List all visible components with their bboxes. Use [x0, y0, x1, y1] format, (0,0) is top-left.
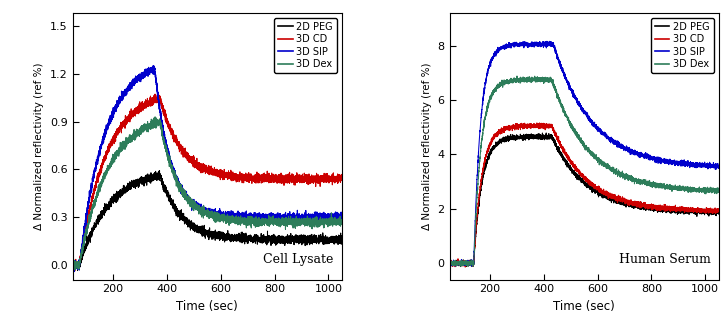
3D SIP — [68, 263, 77, 267]
2D PEG — [542, 131, 550, 135]
Line: 2D PEG: 2D PEG — [73, 171, 342, 271]
3D CD — [70, 269, 79, 273]
2D PEG — [456, 265, 465, 268]
3D Dex — [513, 74, 521, 78]
3D SIP — [542, 39, 551, 43]
3D CD — [574, 167, 582, 171]
3D SIP — [445, 262, 454, 266]
3D CD — [641, 204, 650, 208]
Line: 3D SIP: 3D SIP — [449, 41, 719, 266]
2D PEG — [184, 222, 192, 226]
2D PEG — [196, 226, 205, 230]
Y-axis label: Δ Normalized reflectivity (ref %): Δ Normalized reflectivity (ref %) — [422, 62, 432, 230]
3D SIP — [693, 162, 701, 166]
Line: 3D Dex: 3D Dex — [449, 76, 719, 266]
3D CD — [693, 209, 701, 213]
Line: 3D SIP: 3D SIP — [73, 66, 342, 272]
3D Dex — [68, 261, 77, 265]
3D Dex — [464, 264, 473, 268]
2D PEG — [316, 238, 325, 242]
2D PEG — [560, 159, 569, 163]
3D CD — [196, 165, 205, 169]
3D Dex — [184, 198, 192, 202]
2D PEG — [574, 176, 582, 180]
2D PEG — [330, 241, 338, 245]
2D PEG — [182, 221, 190, 225]
2D PEG — [558, 154, 567, 158]
Text: Human Serum: Human Serum — [619, 253, 711, 266]
3D Dex — [445, 259, 454, 263]
3D CD — [445, 261, 454, 265]
3D CD — [560, 151, 569, 155]
3D CD — [184, 154, 192, 158]
3D Dex — [70, 268, 79, 272]
3D CD — [316, 179, 325, 183]
2D PEG — [706, 210, 715, 214]
3D CD — [533, 121, 542, 125]
3D SIP — [467, 264, 476, 268]
Line: 3D Dex: 3D Dex — [73, 117, 342, 270]
3D Dex — [693, 189, 701, 193]
3D SIP — [560, 74, 569, 78]
2D PEG — [714, 212, 723, 216]
Line: 3D CD: 3D CD — [73, 94, 342, 271]
3D Dex — [316, 220, 325, 224]
3D SIP — [70, 270, 78, 274]
3D SIP — [149, 64, 158, 68]
X-axis label: Time (sec): Time (sec) — [553, 300, 615, 313]
3D SIP — [338, 217, 346, 221]
3D SIP — [641, 154, 650, 158]
3D CD — [68, 265, 77, 269]
3D SIP — [264, 214, 273, 218]
3D Dex — [574, 132, 582, 136]
3D Dex — [560, 110, 569, 114]
3D SIP — [714, 164, 723, 168]
3D SIP — [182, 192, 190, 196]
2D PEG — [641, 208, 650, 212]
3D SIP — [330, 215, 338, 219]
2D PEG — [693, 207, 701, 211]
2D PEG — [338, 237, 346, 241]
3D Dex — [706, 186, 715, 190]
3D SIP — [558, 70, 567, 74]
3D CD — [714, 208, 723, 212]
3D SIP — [706, 162, 715, 166]
2D PEG — [73, 269, 82, 273]
3D SIP — [196, 209, 205, 213]
3D CD — [338, 173, 346, 176]
3D CD — [461, 265, 470, 269]
3D CD — [264, 177, 273, 181]
Text: Cell Lysate: Cell Lysate — [264, 253, 334, 266]
Legend: 2D PEG, 3D CD, 3D SIP, 3D Dex: 2D PEG, 3D CD, 3D SIP, 3D Dex — [651, 18, 714, 73]
3D CD — [154, 92, 163, 96]
2D PEG — [264, 240, 273, 243]
2D PEG — [68, 262, 77, 266]
3D SIP — [316, 217, 325, 221]
Text: A: A — [46, 0, 60, 2]
X-axis label: Time (sec): Time (sec) — [176, 300, 238, 313]
3D Dex — [196, 209, 205, 213]
3D CD — [330, 178, 338, 182]
Legend: 2D PEG, 3D CD, 3D SIP, 3D Dex: 2D PEG, 3D CD, 3D SIP, 3D Dex — [274, 18, 337, 73]
Line: 2D PEG: 2D PEG — [449, 133, 719, 266]
3D CD — [558, 146, 567, 150]
Line: 3D CD: 3D CD — [449, 123, 719, 267]
2D PEG — [155, 169, 164, 173]
Text: B: B — [423, 0, 436, 2]
3D Dex — [330, 221, 338, 225]
Y-axis label: Δ Normalized reflectivity (ref %): Δ Normalized reflectivity (ref %) — [34, 62, 44, 230]
3D Dex — [264, 218, 273, 222]
3D Dex — [151, 115, 160, 119]
3D Dex — [641, 182, 650, 186]
2D PEG — [445, 260, 454, 264]
3D Dex — [182, 196, 190, 200]
3D CD — [706, 209, 715, 213]
3D SIP — [184, 195, 192, 199]
3D Dex — [558, 106, 567, 110]
3D Dex — [714, 188, 723, 192]
3D SIP — [574, 101, 582, 105]
3D Dex — [338, 219, 346, 223]
3D CD — [182, 155, 190, 159]
